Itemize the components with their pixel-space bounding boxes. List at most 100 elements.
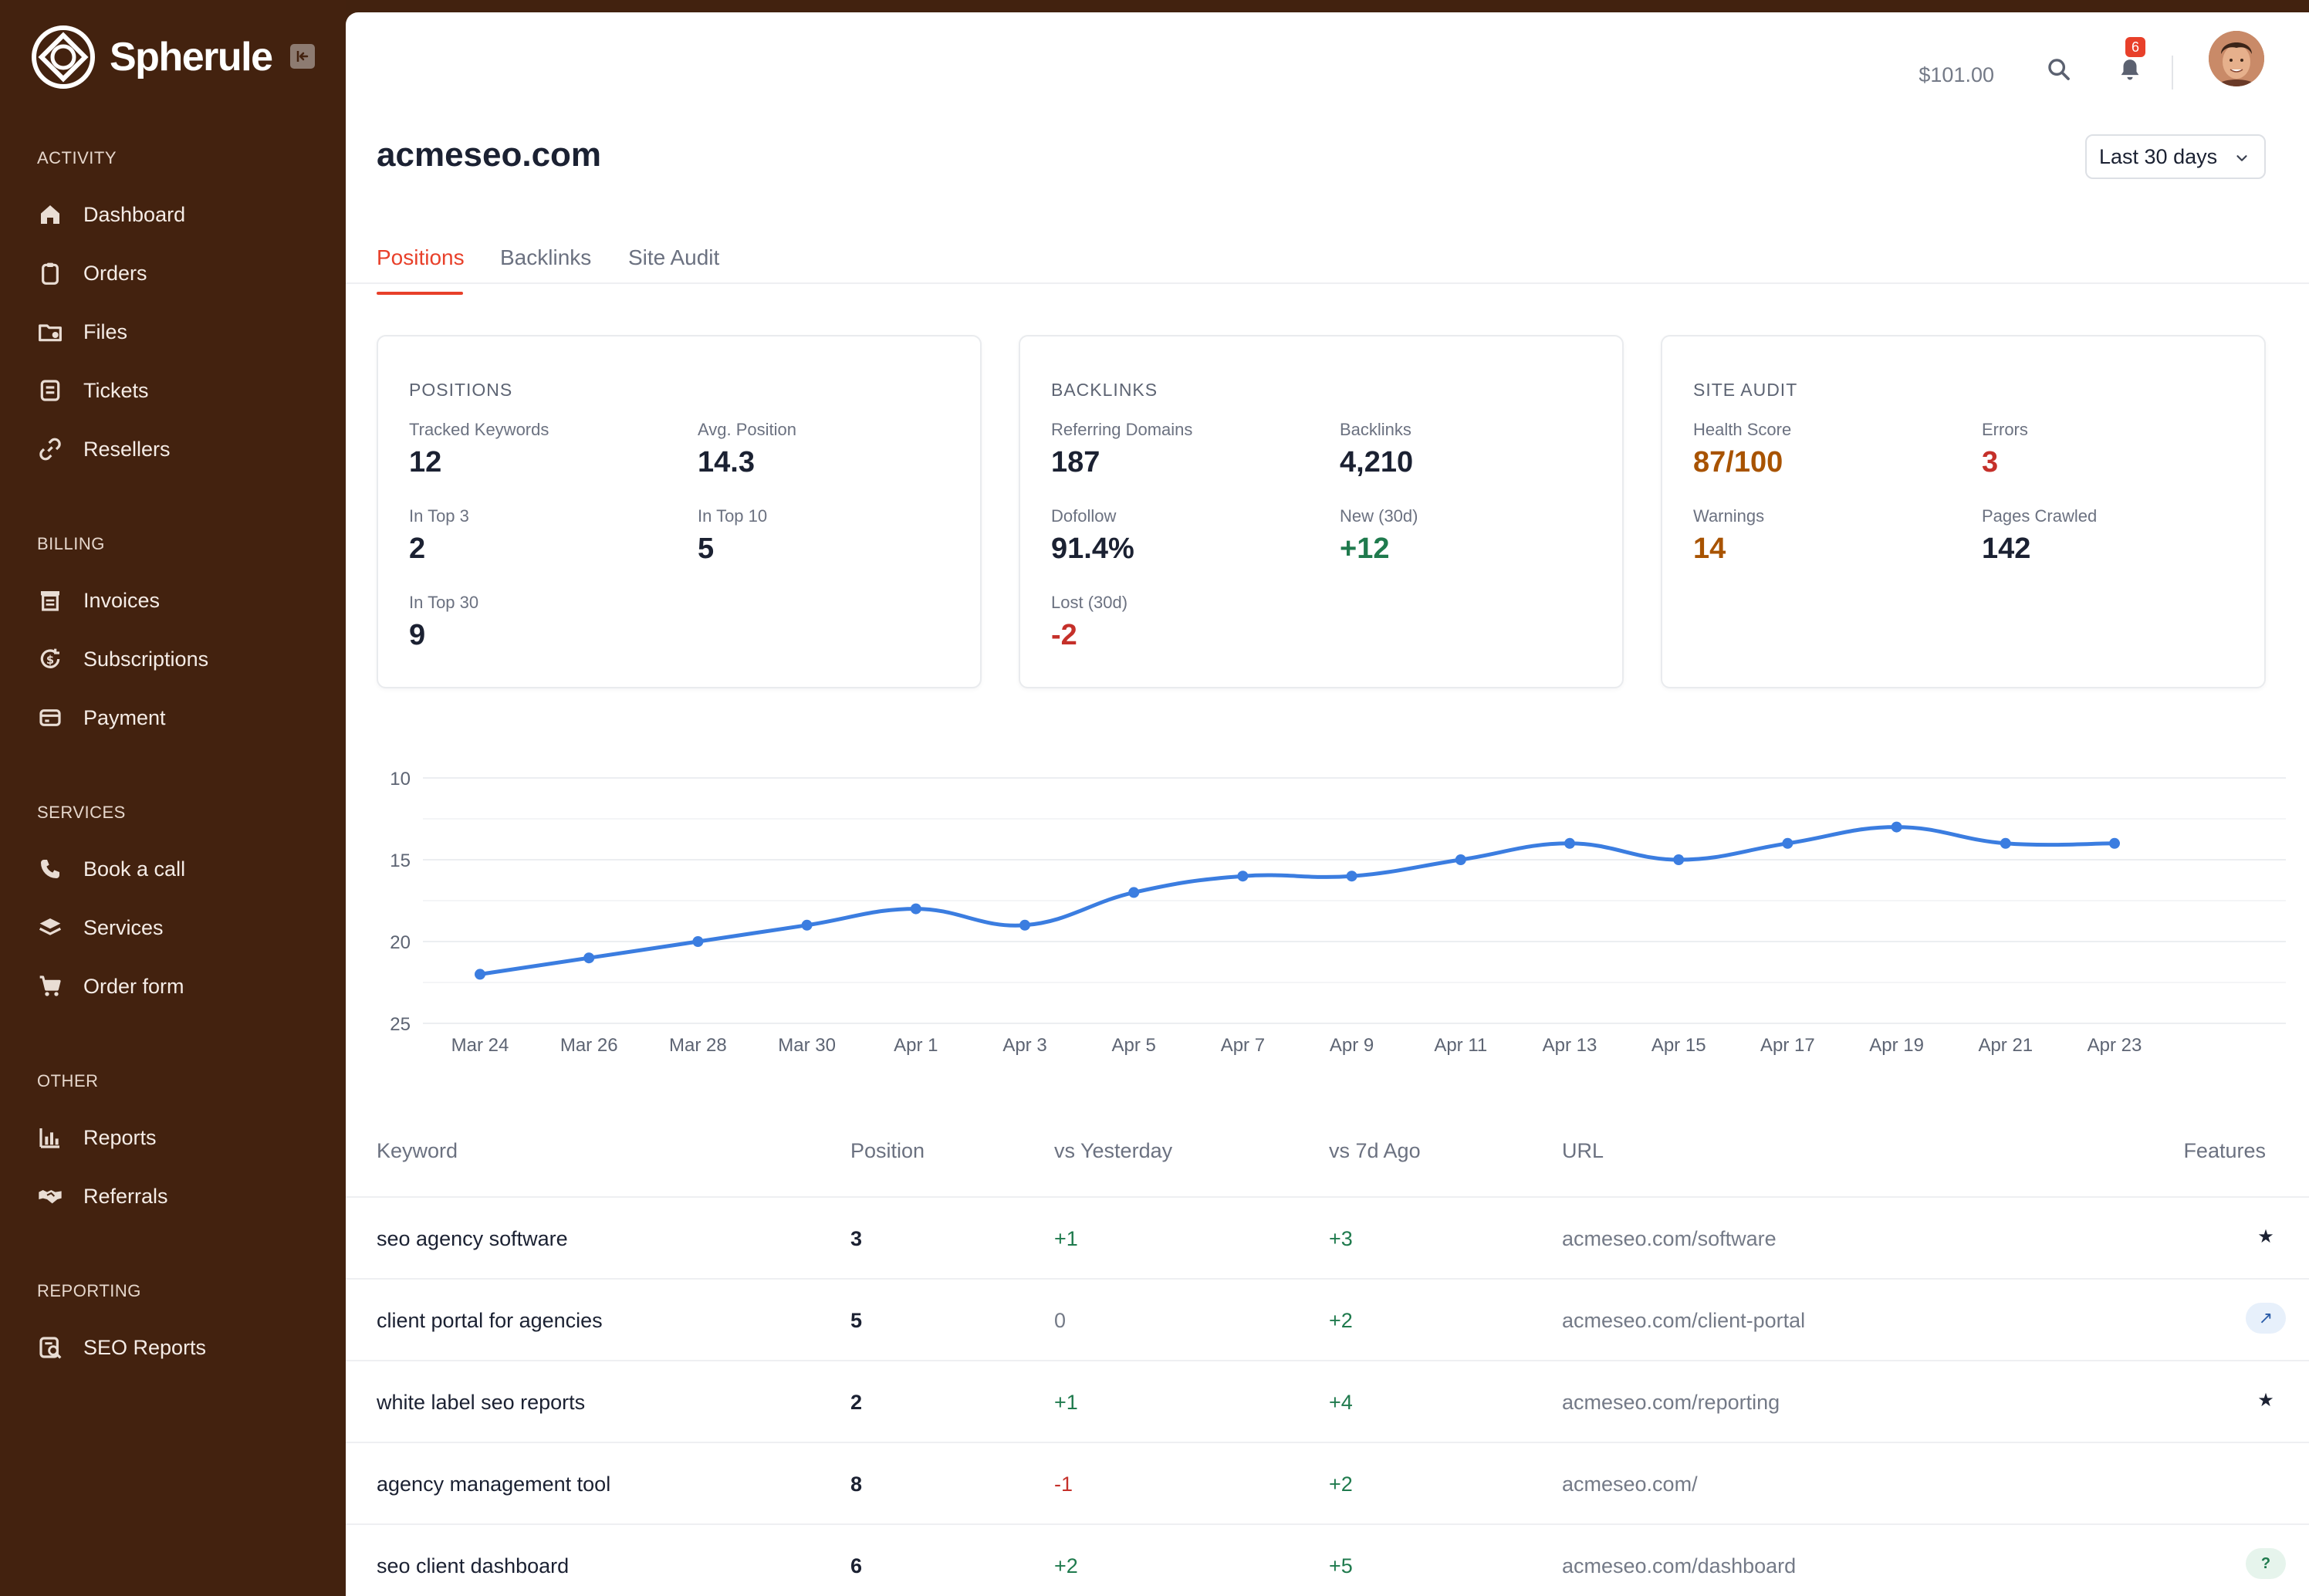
table-row[interactable]: seo client dashboard 6 +2 +5 acmeseo.com/das… (346, 1525, 2309, 1596)
table-row[interactable]: white label seo reports 2 +1 +4 acmeseo.com/… (346, 1361, 2309, 1443)
data-point (910, 903, 921, 915)
data-point (1673, 854, 1685, 865)
table-row[interactable]: seo agency software 3 +1 +3 acmeseo.com/soft… (346, 1198, 2309, 1280)
url-cell[interactable]: acmeseo.com/client-portal (1562, 1309, 1806, 1332)
x-tick-label: Apr 13 (1543, 1035, 1597, 1056)
vs-7d-cell: +4 (1329, 1391, 1353, 1414)
help-icon[interactable]: ? (2246, 1548, 2286, 1579)
x-tick-label: Mar 30 (778, 1035, 836, 1056)
column-header-position[interactable]: Position (850, 1139, 925, 1162)
metric-value: 3 (1982, 446, 1999, 478)
tab-site-audit[interactable]: Site Audit (628, 245, 720, 269)
url-cell[interactable]: acmeseo.com/dashboard (1562, 1554, 1797, 1577)
url-cell[interactable]: acmeseo.com/reporting (1562, 1391, 1780, 1414)
brand[interactable]: Spherule (31, 25, 273, 90)
sidebar-item-label: Subscriptions (83, 647, 209, 671)
x-tick-label: Apr 21 (1978, 1035, 2033, 1056)
collapse-sidebar-button[interactable] (290, 44, 315, 69)
sidebar-item-label: Services (83, 915, 164, 939)
sidebar-item-book-a-call[interactable]: Book a call (37, 850, 185, 888)
sidebar-item-files[interactable]: Files (37, 313, 127, 350)
vs-7d-cell: +3 (1329, 1227, 1353, 1250)
sidebar-item-orders[interactable]: Orders (37, 255, 147, 292)
card-title: SITE AUDIT (1693, 380, 1798, 400)
x-tick-label: Apr 11 (1434, 1035, 1487, 1056)
sidebar-item-invoices[interactable]: Invoices (37, 582, 160, 619)
section-title-reporting: REPORTING (37, 1281, 141, 1300)
section-title-activity: ACTIVITY (37, 148, 117, 167)
notifications-button[interactable] (2107, 46, 2153, 93)
x-tick-label: Apr 17 (1760, 1035, 1815, 1056)
account-balance[interactable]: $101.00 (1919, 63, 1994, 86)
credit-card-icon (37, 705, 63, 731)
data-point (2000, 837, 2011, 849)
user-avatar[interactable] (2209, 31, 2264, 86)
x-tick-label: Apr 9 (1330, 1035, 1374, 1056)
table-row[interactable]: client portal for agencies 5 0 +2 acmeseo.co… (346, 1280, 2309, 1361)
url-cell[interactable]: acmeseo.com/software (1562, 1227, 1777, 1250)
sidebar-item-payment[interactable]: Payment (37, 699, 166, 736)
sidebar-item-subscriptions[interactable]: $ Subscriptions (37, 641, 208, 678)
metric-value: -2 (1051, 619, 1077, 651)
metric-label: Backlinks (1340, 420, 1411, 439)
search-button[interactable] (2036, 46, 2082, 93)
sidebar-item-resellers[interactable]: Resellers (37, 431, 171, 468)
sidebar-item-label: Resellers (83, 437, 171, 461)
position-cell: 6 (850, 1554, 863, 1577)
metric-value: 9 (409, 619, 426, 651)
metric-value: 142 (1982, 533, 2031, 565)
star-icon[interactable]: ★ (2257, 1389, 2274, 1411)
y-tick-label: 15 (390, 850, 411, 871)
url-cell[interactable]: acmeseo.com/ (1562, 1473, 1698, 1496)
column-header-vs-7d[interactable]: vs 7d Ago (1329, 1139, 1421, 1162)
topbar-divider (2172, 56, 2173, 90)
column-header-url[interactable]: URL (1562, 1139, 1604, 1162)
data-point (1455, 854, 1466, 865)
sidebar-item-services[interactable]: Services (37, 909, 164, 946)
sidebar-item-label: Order form (83, 974, 184, 998)
column-header-keyword[interactable]: Keyword (377, 1139, 458, 1162)
card-title: BACKLINKS (1051, 380, 1158, 400)
sidebar-item-dashboard[interactable]: Dashboard (37, 196, 185, 233)
sidebar-item-reports[interactable]: Reports (37, 1119, 157, 1156)
arrow-up-right-icon[interactable]: ↗ (2246, 1303, 2286, 1334)
star-icon[interactable]: ★ (2257, 1226, 2274, 1247)
position-cell: 2 (850, 1391, 863, 1414)
x-tick-label: Mar 28 (669, 1035, 727, 1056)
metric-value: 4,210 (1340, 446, 1414, 478)
sidebar-item-label: Orders (83, 261, 147, 285)
sidebar-item-label: Book a call (83, 857, 186, 881)
table-row[interactable]: agency management tool 8 -1 +2 acmeseo.com/ (346, 1443, 2309, 1525)
positions-card: POSITIONS Tracked Keywords 12 Avg. Posit… (377, 335, 982, 688)
data-point (801, 919, 813, 931)
sidebar-item-tickets[interactable]: Tickets (37, 372, 149, 409)
tab-backlinks[interactable]: Backlinks (500, 245, 592, 269)
page-title: acmeseo.com (377, 136, 602, 174)
keyword-cell: seo client dashboard (377, 1554, 570, 1577)
x-tick-label: Apr 23 (2088, 1035, 2142, 1056)
metric-pages-crawled: Pages Crawled 142 (1982, 506, 2097, 566)
sidebar-item-referrals[interactable]: Referrals (37, 1178, 168, 1215)
date-range-select[interactable]: Last 30 days (2085, 134, 2266, 179)
metric-in-top-3: In Top 3 2 (409, 506, 469, 566)
data-point (692, 936, 704, 947)
vs-7d-cell: +2 (1329, 1309, 1353, 1332)
y-tick-label: 25 (390, 1014, 411, 1035)
keyword-cell: agency management tool (377, 1473, 611, 1496)
x-tick-label: Apr 19 (1869, 1035, 1924, 1056)
metric-value: 12 (409, 446, 442, 478)
column-header-vs-yesterday[interactable]: vs Yesterday (1054, 1139, 1173, 1162)
sidebar-item-seo-reports[interactable]: SEO Reports (37, 1329, 206, 1366)
sidebar-item-order-form[interactable]: Order form (37, 968, 184, 1005)
tab-positions[interactable]: Positions (377, 245, 465, 269)
metric-label: Lost (30d) (1051, 593, 1128, 612)
metric-value: 14.3 (698, 446, 755, 478)
tabs-divider (346, 282, 2309, 284)
metric-in-top-10: In Top 10 5 (698, 506, 767, 566)
keyword-cell: client portal for agencies (377, 1309, 603, 1332)
column-header-features[interactable]: Features (2183, 1139, 2266, 1162)
metric-backlinks: Backlinks 4,210 (1340, 420, 1413, 479)
section-title-billing: BILLING (37, 534, 105, 553)
metric-tracked-keywords: Tracked Keywords 12 (409, 420, 549, 479)
clipboard-icon (37, 260, 63, 286)
